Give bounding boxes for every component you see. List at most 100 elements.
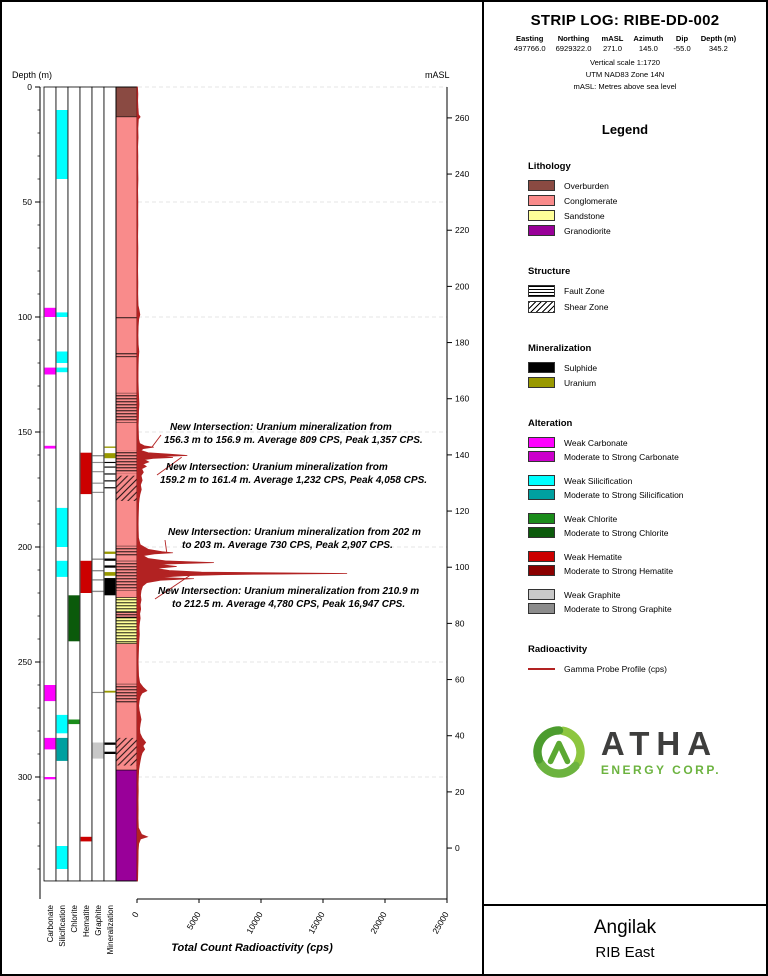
legend-label: Weak Graphite (564, 589, 621, 600)
legend-radioactivity-title: Radioactivity (528, 644, 588, 656)
color-swatch (528, 451, 555, 463)
legend-structure: Structure Fault Zone Shear Zone (528, 266, 766, 314)
legend-item-shear-zone: Shear Zone (528, 301, 766, 314)
svg-text:20: 20 (455, 787, 465, 797)
info-header-masl: mASL (601, 34, 624, 43)
svg-text:140: 140 (455, 450, 469, 460)
svg-text:200: 200 (455, 281, 469, 291)
alteration-tracks: Carbonate Silicification Chlorite Hematite G… (43, 86, 117, 954)
legend-structure-title: Structure (528, 266, 571, 278)
legend-item-fault-zone: Fault Zone (528, 285, 766, 298)
legend-label: Moderate to Strong Graphite (564, 603, 672, 614)
legend-label: Overburden (564, 180, 609, 191)
svg-text:Total Count Radioactivity (cps: Total Count Radioactivity (cps) (171, 942, 333, 954)
legend-label: Uranium (564, 377, 597, 388)
intersection-annotation-1: New Intersection: Uranium mineralization… (164, 422, 423, 446)
info-value-azimuth: 145.0 (638, 44, 658, 53)
legend-label: Weak Hematite (564, 551, 622, 562)
legend-label: Sulphide (564, 362, 598, 373)
logo-text: ATHA ENERGY CORP. (601, 727, 721, 777)
legend-label: Moderate to Strong Chlorite (564, 527, 669, 538)
svg-text:0: 0 (455, 843, 460, 853)
panel-main: STRIP LOG: RIBE-DD-002 Easting Northing … (484, 2, 766, 904)
legend-radioactivity: Radioactivity Gamma Probe Profile (cps) (528, 644, 766, 674)
svg-text:Chlorite: Chlorite (70, 904, 79, 932)
svg-text:180: 180 (455, 338, 469, 348)
svg-text:159.2 m to 161.4 m. Average 1,: 159.2 m to 161.4 m. Average 1,232 CPS, P… (160, 475, 427, 486)
color-swatch (528, 527, 555, 539)
info-panel: STRIP LOG: RIBE-DD-002 Easting Northing … (482, 2, 766, 974)
alteration-pair: Weak Chlorite Moderate to Strong Chlorite (528, 513, 766, 539)
svg-text:Silicification: Silicification (58, 905, 67, 947)
lithology-column (115, 86, 138, 882)
legend-alteration: Alteration Weak Carbonate Moderate to Str… (528, 418, 766, 615)
shear-pattern-swatch (528, 301, 555, 314)
project-name: Angilak (593, 917, 657, 938)
svg-text:250: 250 (18, 657, 32, 667)
svg-text:260: 260 (455, 113, 469, 123)
svg-text:120: 120 (455, 506, 469, 516)
strip-log-plot: 0 50 100 150 200 250 300 Depth (m) Carbonate Sili… (2, 2, 482, 974)
gamma-profile-curve (136, 86, 348, 882)
alteration-pair: Weak Graphite Moderate to Strong Graphite (528, 589, 766, 615)
note-utm: UTM NAD83 Zone 14N (585, 69, 665, 79)
color-swatch (528, 437, 555, 449)
scale-notes: Vertical scale 1:1720 UTM NAD83 Zone 14N… (484, 57, 766, 92)
legend-label: Conglomerate (564, 195, 618, 206)
info-header-depth: Depth (m) (700, 34, 737, 43)
legend-item-sulphide: Sulphide (528, 362, 766, 374)
svg-text:160: 160 (455, 394, 469, 404)
logo-name: ATHA (600, 725, 719, 763)
legend-label: Shear Zone (564, 302, 609, 313)
info-value-row: 497766.0 6929322.0 271.0 145.0 -55.0 345… (509, 44, 741, 53)
svg-text:New Intersection: Uranium mine: New Intersection: Uranium mineralization… (168, 527, 421, 538)
legend-item-granodiorite: Granodiorite (528, 225, 766, 237)
svg-text:Graphite: Graphite (94, 904, 103, 935)
legend-item-moderate-to-strong-chlorite: Moderate to Strong Chlorite (528, 527, 766, 539)
info-value-dip: -55.0 (673, 44, 691, 53)
color-swatch (528, 565, 555, 577)
note-masl: mASL: Metres above sea level (573, 81, 677, 91)
info-header-dip: Dip (675, 34, 689, 43)
company-logo: ATHA ENERGY CORP. (484, 722, 766, 782)
info-header-row: Easting Northing mASL Azimuth Dip Depth … (509, 34, 741, 44)
legend-item-weak-carbonate: Weak Carbonate (528, 437, 766, 449)
annotations: New Intersection: Uranium mineralization… (151, 422, 427, 610)
svg-text:100: 100 (18, 312, 32, 322)
svg-text:40: 40 (455, 731, 465, 741)
legend-label: Moderate to Strong Silicification (564, 489, 684, 500)
color-swatch (528, 180, 555, 192)
svg-text:0: 0 (130, 910, 141, 919)
legend-label: Fault Zone (564, 286, 605, 297)
alteration-pair: Weak Silicification Moderate to Strong Si… (528, 475, 766, 501)
svg-text:156.3 m to 156.9 m. Average 80: 156.3 m to 156.9 m. Average 809 CPS, Pea… (164, 435, 423, 446)
legend-item-weak-graphite: Weak Graphite (528, 589, 766, 601)
legend-item-moderate-to-strong-hematite: Moderate to Strong Hematite (528, 565, 766, 577)
legend-item-gamma-probe-profile-cps-: Gamma Probe Profile (cps) (528, 663, 766, 674)
svg-text:to 212.5 m. Average 4,780 CPS,: to 212.5 m. Average 4,780 CPS, Peak 16,9… (172, 599, 405, 610)
svg-text:mASL: mASL (425, 70, 450, 80)
legend-label: Moderate to Strong Hematite (564, 565, 674, 576)
fault-pattern-swatch (528, 285, 555, 298)
note-scale: Vertical scale 1:1720 (589, 58, 661, 67)
intersection-annotation-4: New Intersection: Uranium mineralization… (158, 586, 419, 610)
color-swatch (528, 195, 555, 207)
legend-item-weak-chlorite: Weak Chlorite (528, 513, 766, 525)
color-swatch (528, 589, 555, 601)
legend-item-overburden: Overburden (528, 180, 766, 192)
color-swatch (528, 513, 555, 525)
info-header-easting: Easting (516, 34, 544, 43)
gamma-line-swatch (528, 663, 555, 674)
legend-label: Sandstone (564, 210, 605, 221)
svg-text:Mineralization: Mineralization (106, 905, 115, 954)
info-header-northing: Northing (557, 34, 590, 43)
legend-label: Granodiorite (564, 225, 611, 236)
svg-text:80: 80 (455, 618, 465, 628)
legend-item-moderate-to-strong-carbonate: Moderate to Strong Carbonate (528, 451, 766, 463)
hole-info-table: Easting Northing mASL Azimuth Dip Depth … (509, 34, 741, 53)
legend-lithology-title: Lithology (528, 161, 571, 173)
svg-text:240: 240 (455, 169, 469, 179)
